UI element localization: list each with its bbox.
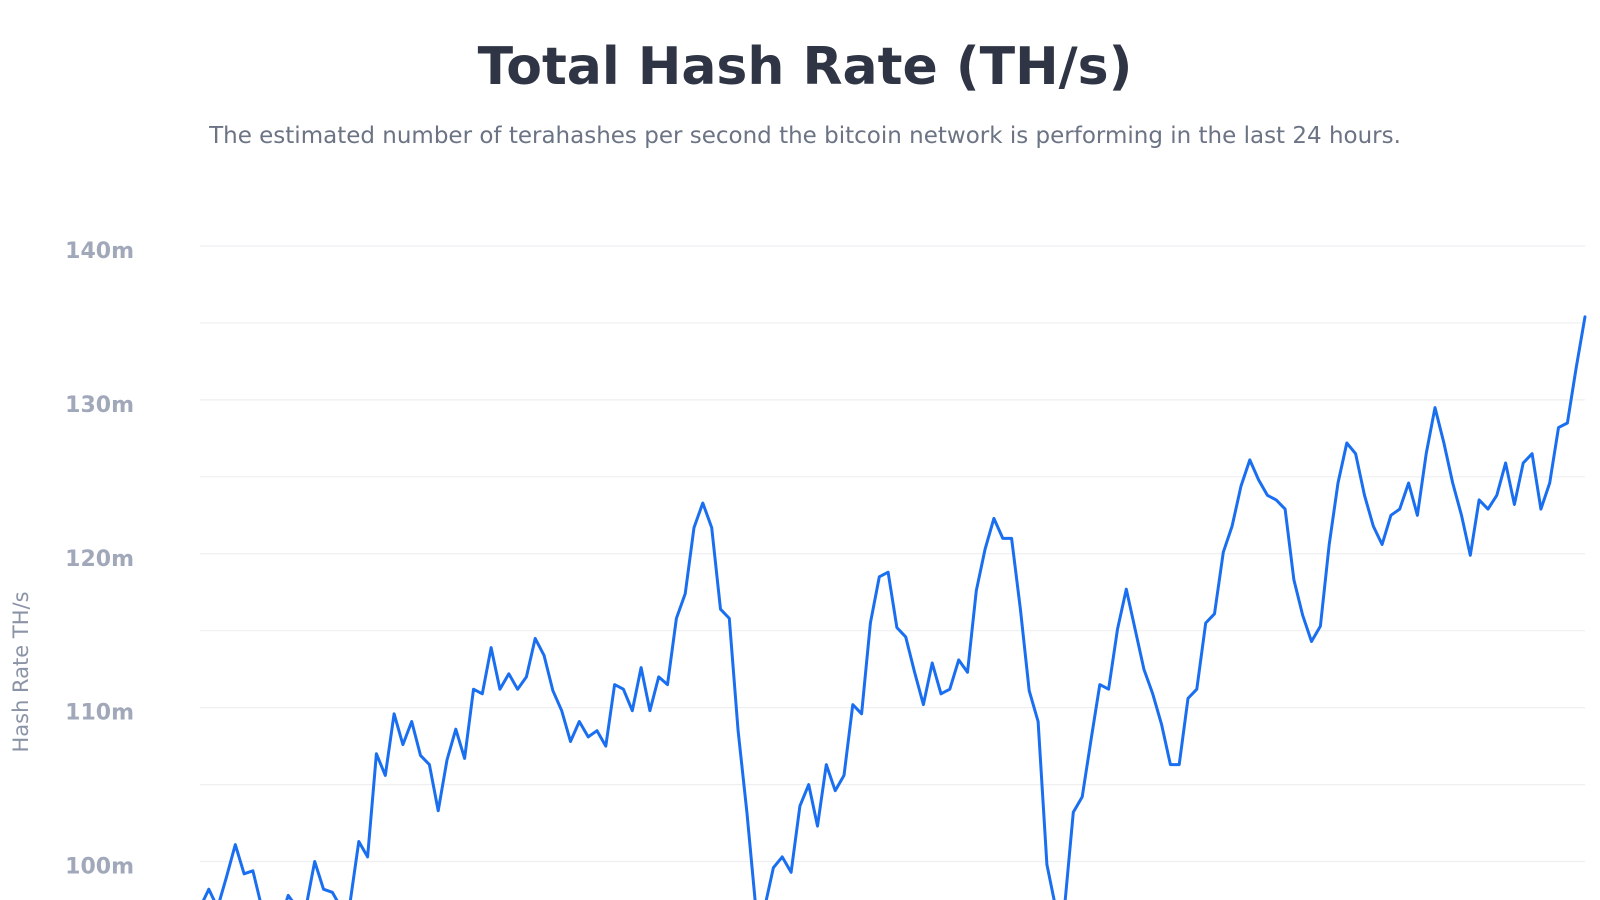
y-tick-label: 110m bbox=[65, 701, 134, 726]
y-tick-label: 100m bbox=[65, 855, 134, 880]
y-axis-title: Hash Rate TH/s bbox=[9, 591, 33, 752]
y-tick-label: 120m bbox=[65, 547, 134, 572]
y-tick-label: 140m bbox=[65, 239, 134, 264]
y-tick-label: 130m bbox=[65, 393, 134, 418]
chart-subtitle: The estimated number of terahashes per s… bbox=[208, 123, 1401, 149]
data-line bbox=[202, 315, 1587, 900]
chart-title: Total Hash Rate (TH/s) bbox=[478, 37, 1133, 97]
